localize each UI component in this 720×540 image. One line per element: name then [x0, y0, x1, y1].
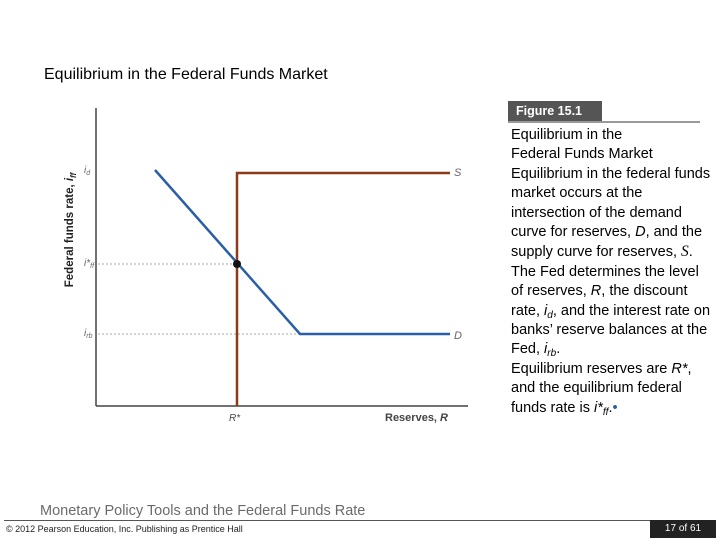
figure-caption: Equilibrium in the Federal Funds Market …: [511, 126, 711, 418]
caption-paragraph-3: Equilibrium reserves are R*, and the equ…: [511, 360, 692, 418]
figure-rule: [508, 121, 700, 123]
equilibrium-point: [233, 260, 241, 268]
y-axis-label: Federal funds rate, iff: [64, 171, 78, 287]
copyright-text: © 2012 Pearson Education, Inc. Publishin…: [6, 524, 243, 534]
discount-rate-label: id: [84, 165, 91, 177]
slide-title: Equilibrium in the Federal Funds Market: [44, 66, 328, 83]
end-bullet: •: [612, 399, 618, 416]
caption-heading: Equilibrium in the Federal Funds Market: [511, 127, 653, 163]
x-axis-label: Reserves, R: [385, 412, 448, 424]
supply-curve: [235, 171, 450, 406]
demand-curve-label: D: [454, 330, 462, 342]
figure-label: Figure 15.1: [508, 101, 602, 121]
caption-paragraph-1: Equilibrium in the federal funds market …: [511, 165, 711, 261]
reserve-rate-label: irb: [84, 328, 93, 340]
footer-title: Monetary Policy Tools and the Federal Fu…: [40, 503, 366, 519]
footer-divider: [4, 520, 716, 521]
equilibrium-rate-label: i*ff: [84, 258, 95, 270]
demand-curve: [154, 169, 450, 336]
page-number-badge: 17 of 61: [650, 520, 716, 538]
supply-curve-label: S: [454, 167, 462, 179]
caption-paragraph-2: The Fed determines the level of reserves…: [511, 263, 711, 360]
equilibrium-reserves-label: R*: [229, 413, 241, 424]
